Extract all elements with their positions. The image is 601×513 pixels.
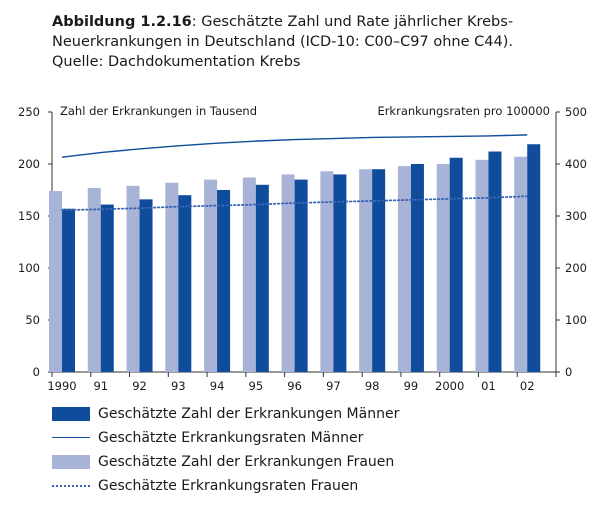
bar-frauen-93 [165,182,179,372]
legend-label-maenner-zahl: Geschätzte Zahl der Erkrankungen Männer [98,406,400,422]
left-tick-label: 200 [18,157,40,171]
x-tick-label: 99 [404,379,419,393]
legend-swatch-frauen-zahl [52,455,90,469]
right-axis-title: Erkrankungsraten pro 100000 [377,104,550,118]
legend-label-frauen-rate: Geschätzte Erkrankungsraten Frauen [98,478,359,494]
legend-item-maenner-rate: Geschätzte Erkrankungsraten Männer [52,426,572,450]
bar-maenner-01 [488,151,502,372]
legend-swatch-maenner-zahl [52,407,90,421]
x-tick-label: 92 [132,379,147,393]
bar-maenner-93 [178,195,192,372]
x-tick-label: 98 [365,379,380,393]
bar-frauen-1990 [49,191,62,372]
legend-item-frauen-zahl: Geschätzte Zahl der Erkrankungen Frauen [52,450,572,474]
left-axis-title: Zahl der Erkrankungen in Tausend [60,104,257,118]
x-tick-label: 93 [171,379,186,393]
legend-line-frauen-rate [52,485,90,487]
x-tick-label: 91 [93,379,108,393]
bar-frauen-2000 [436,164,450,372]
legend-item-frauen-rate: Geschätzte Erkrankungsraten Frauen [52,474,572,498]
bar-maenner-98 [372,169,386,372]
left-tick-label: 150 [18,209,40,223]
bar-frauen-96 [281,174,295,372]
x-tick-label: 95 [249,379,264,393]
right-tick-label: 500 [565,105,587,119]
right-tick-label: 400 [565,157,587,171]
bar-frauen-02 [514,156,528,372]
x-tick-label: 97 [326,379,341,393]
x-tick-label: 96 [287,379,302,393]
right-tick-label: 100 [565,313,587,327]
bar-maenner-94 [217,190,231,372]
legend: Geschätzte Zahl der Erkrankungen Männer … [52,402,572,498]
right-tick-label: 0 [565,365,572,379]
bar-maenner-2000 [449,157,463,372]
bar-maenner-96 [294,179,308,372]
left-tick-label: 250 [18,105,40,119]
x-tick-label: 01 [481,379,496,393]
legend-label-maenner-rate: Geschätzte Erkrankungsraten Männer [98,430,364,446]
x-tick-label: 94 [210,379,225,393]
bar-frauen-95 [242,177,256,372]
x-tick-label: 02 [520,379,535,393]
left-tick-label: 100 [18,261,40,275]
legend-line-maenner-rate [52,437,90,438]
bar-frauen-97 [320,171,334,372]
bar-frauen-98 [359,169,373,372]
bar-frauen-99 [397,166,411,372]
right-tick-label: 200 [565,261,587,275]
bar-maenner-91 [100,204,114,372]
x-tick-label: 1990 [47,379,76,393]
figure-caption-text: : Geschätzte Zahl und Rate jährlicher Kr… [52,14,514,70]
x-axis-title: Jahre [536,399,566,400]
bar-frauen-94 [204,179,218,372]
bar-maenner-02 [527,144,541,372]
line-rate-maenner [61,134,528,158]
bar-maenner-99 [410,164,424,372]
legend-item-maenner-zahl: Geschätzte Zahl der Erkrankungen Männer [52,402,572,426]
bar-frauen-92 [126,185,140,372]
legend-label-frauen-zahl: Geschätzte Zahl der Erkrankungen Frauen [98,454,395,470]
bar-frauen-01 [475,159,489,372]
right-tick-label: 300 [565,209,587,223]
bar-maenner-95 [255,184,269,372]
line-rate-frauen [61,195,529,212]
figure-caption: Abbildung 1.2.16: Geschätzte Zahl und Ra… [52,12,552,72]
left-tick-label: 0 [33,365,40,379]
bar-frauen-91 [87,187,101,372]
bar-maenner-97 [333,174,347,372]
left-tick-label: 50 [25,313,40,327]
bar-maenner-92 [139,199,153,372]
chart: 0 50 100 150 200 250 0 100 200 300 400 500 1990 91 92 9… [18,104,587,400]
x-tick-label: 2000 [435,379,464,393]
figure-label: Abbildung 1.2.16 [52,14,192,30]
bar-maenner-1990 [62,208,75,372]
